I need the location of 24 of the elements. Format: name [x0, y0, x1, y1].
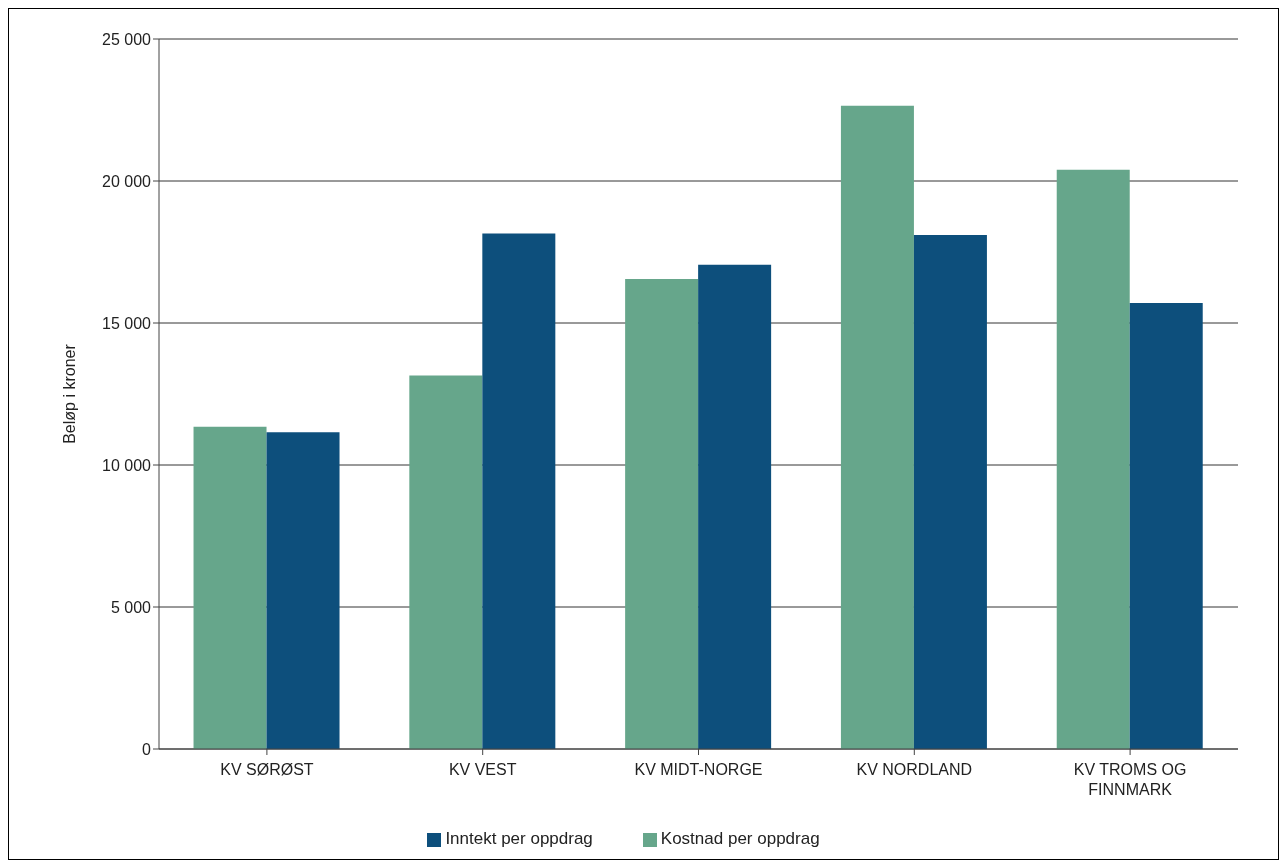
y-tick-label: 5 000	[110, 598, 152, 616]
bar	[840, 105, 914, 749]
bar	[1056, 169, 1130, 749]
bar	[625, 278, 699, 749]
x-tick-label: KV SØRØST	[220, 761, 314, 778]
y-tick-label: 15 000	[102, 314, 152, 332]
bar	[1129, 303, 1203, 749]
y-tick-label: 20 000	[102, 172, 152, 190]
bar	[482, 233, 556, 749]
x-tick-label: KV NORDLAND	[856, 761, 973, 778]
bar	[409, 375, 483, 749]
x-tick-label: KV VEST	[448, 761, 517, 778]
x-tick-label: KV TROMS OG FINNMARK	[1073, 761, 1187, 798]
y-tick-label: 25 000	[102, 30, 152, 48]
legend-label: Inntekt per oppdrag	[445, 829, 593, 848]
bar	[266, 432, 340, 749]
y-tick-label: 10 000	[102, 456, 152, 474]
x-tick-label: KV MIDT-NORGE	[634, 761, 763, 778]
bar	[193, 426, 267, 749]
y-tick-label: 0	[142, 740, 152, 758]
y-axis-title: Beløp i kroner	[60, 343, 78, 444]
bar	[698, 264, 772, 749]
bar	[913, 234, 987, 749]
legend-label: Kostnad per oppdrag	[660, 829, 820, 848]
